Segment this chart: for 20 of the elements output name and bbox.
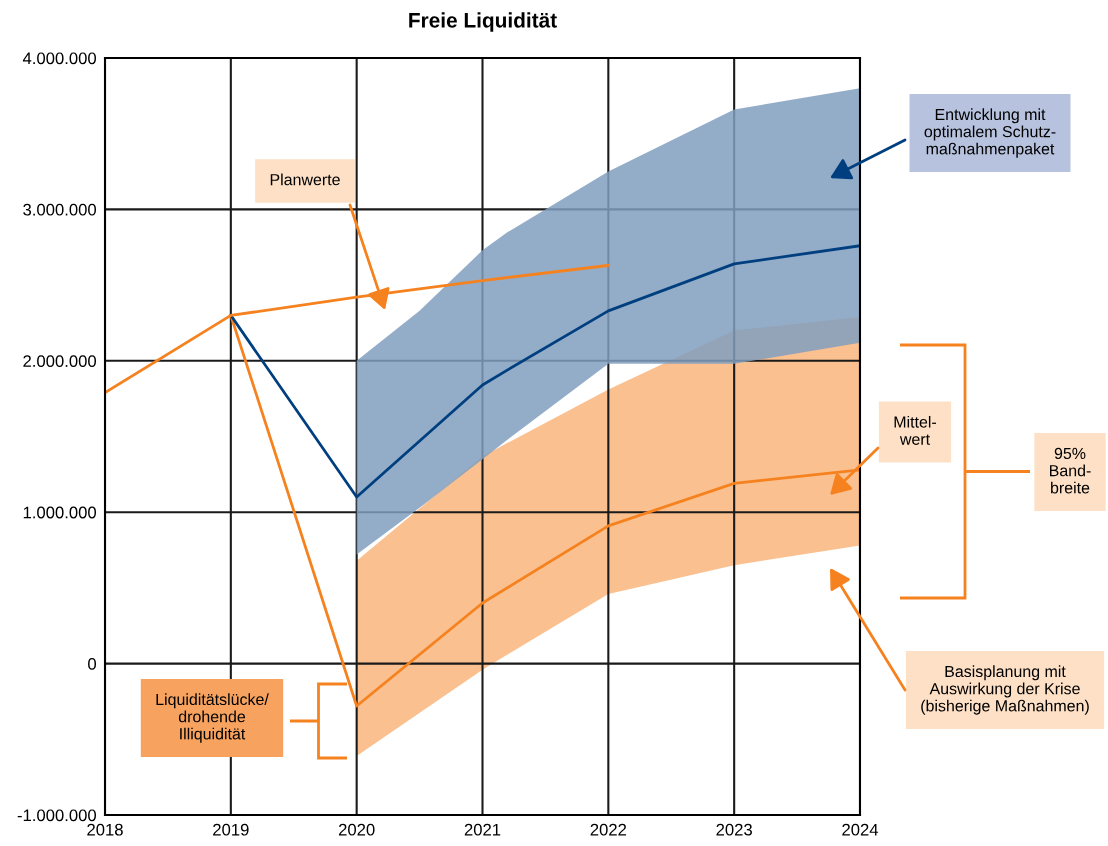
x-tick-label: 2024: [842, 823, 879, 836]
y-tick-label: 1.000.000: [23, 506, 97, 519]
chart-title: Freie Liquidität: [409, 12, 557, 32]
x-tick-label: 2019: [213, 823, 249, 836]
x-tick-label: 2020: [338, 823, 375, 836]
annotation: Liquiditätslücke/ drohende Illiquidität: [156, 693, 269, 743]
x-tick-label: 2023: [716, 823, 752, 836]
y-tick-label: 4.000.000: [22, 52, 97, 65]
text: Basisplanung mit Auswirkung der Krise (bisherige Maßnahmen): [921, 665, 1089, 715]
text: 95% Band- breite: [1050, 447, 1091, 494]
x-tick-label: 2021: [464, 823, 501, 836]
x-tick-label: 2018: [87, 823, 123, 836]
text: Entwicklung mit optimalem Schutz- maßnahmenpaket: [924, 108, 1056, 158]
x-tick-label: 2022: [590, 823, 627, 836]
y-tick-label: 0: [88, 658, 97, 670]
text: Mittel- wert: [894, 415, 937, 445]
annotation: Planwerte: [270, 173, 340, 186]
y-tick-label: -1.000.000: [17, 809, 97, 822]
y-tick-label: 3.000.000: [23, 203, 97, 216]
y-tick-label: 2.000.000: [23, 355, 97, 367]
